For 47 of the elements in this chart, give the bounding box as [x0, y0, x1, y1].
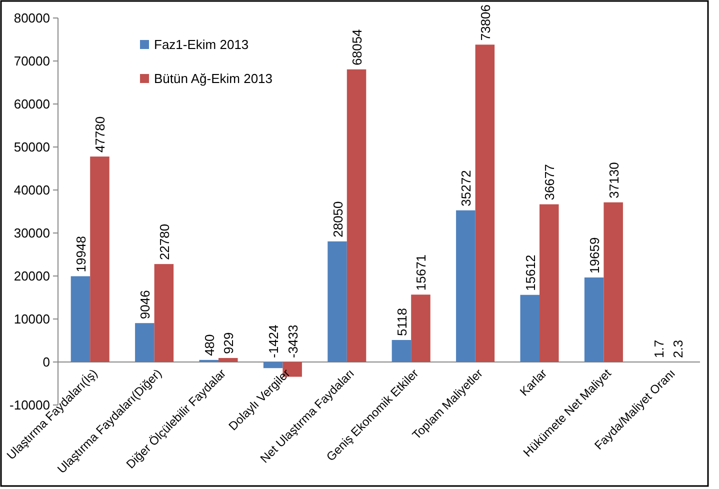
bar: [135, 323, 154, 362]
data-label: 37130: [606, 162, 622, 198]
data-label: 480: [202, 334, 217, 356]
data-label: 19659: [587, 237, 602, 274]
bar: [540, 204, 559, 362]
data-label: 22780: [156, 224, 172, 260]
bar: [154, 264, 174, 362]
data-label: 19948: [73, 236, 88, 272]
y-tick-label: 50000: [14, 140, 50, 155]
bar: [90, 156, 110, 362]
bar: [584, 277, 604, 362]
y-tick-label: 30000: [14, 226, 50, 241]
data-label: 35272: [458, 170, 474, 206]
bar: [328, 241, 347, 362]
bar: [346, 69, 366, 362]
legend-label: Faz1-Ekim 2013: [154, 37, 249, 52]
data-label: 68054: [350, 29, 365, 66]
data-label: -1424: [266, 324, 282, 358]
y-tick-label: 60000: [14, 96, 50, 112]
data-label: 15612: [522, 254, 538, 291]
data-label: 28050: [330, 201, 346, 238]
y-tick-label: 20000: [14, 268, 50, 284]
y-tick-label: 0: [42, 354, 50, 370]
bar: [218, 358, 238, 362]
bar: [456, 210, 476, 362]
y-tick-label: 40000: [14, 182, 50, 198]
data-label: 15671: [414, 254, 429, 291]
data-label: 9046: [138, 290, 153, 320]
data-label: 5118: [394, 308, 410, 336]
bar: [411, 294, 430, 362]
data-label: 36677: [542, 164, 558, 200]
legend-label: Bütün Ağ-Ekim 2013: [154, 71, 273, 86]
y-tick-label: 80000: [14, 10, 50, 26]
bar: [70, 276, 90, 362]
y-tick-label: 10000: [14, 312, 50, 327]
bar: [475, 44, 495, 362]
bar: [263, 362, 283, 368]
data-label: 47780: [92, 116, 108, 153]
y-tick-label: 70000: [14, 54, 50, 69]
bar: [392, 340, 412, 362]
data-label: 1.7: [651, 340, 666, 358]
data-label: -3433: [285, 324, 300, 358]
bar: [604, 202, 623, 362]
data-label: 73806: [478, 4, 493, 41]
bar: [520, 294, 540, 362]
data-label: 929: [221, 332, 236, 354]
data-label: 2.3: [670, 340, 686, 358]
